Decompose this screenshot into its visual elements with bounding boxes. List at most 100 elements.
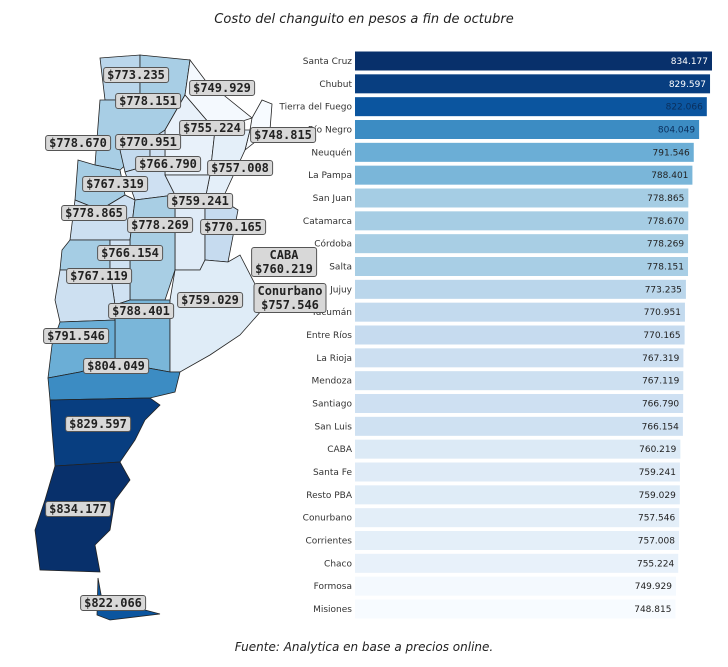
- map-label: $757.008: [207, 160, 273, 176]
- category-label: Misiones: [313, 605, 352, 615]
- map-label: $804.049: [83, 358, 149, 374]
- value-label: 770.951: [644, 308, 681, 318]
- category-label: Tierra del Fuego: [278, 103, 352, 113]
- value-label: 759.241: [639, 468, 676, 478]
- map-label: $755.224: [179, 120, 245, 136]
- category-label: Salta: [329, 263, 352, 273]
- bar-9: [355, 257, 689, 276]
- category-label: Conurbano: [303, 514, 353, 524]
- map-label: $791.546: [43, 328, 109, 344]
- bar-10: [355, 279, 686, 299]
- bar-6: [355, 188, 689, 208]
- map-label: $834.177: [45, 501, 111, 517]
- value-label: 791.546: [653, 148, 690, 158]
- bar-19: [355, 485, 680, 505]
- source-note: Fuente: Analytica en base a precios onli…: [234, 640, 494, 654]
- value-label: 788.401: [651, 171, 688, 181]
- value-label: 767.319: [642, 354, 679, 364]
- bar-1: [355, 74, 711, 94]
- province-chubut: [49, 397, 161, 467]
- value-label: 749.929: [635, 582, 672, 592]
- map-label: Conurbano $757.546: [253, 283, 327, 313]
- category-label: Entre Ríos: [306, 331, 352, 341]
- bar-12: [355, 325, 685, 345]
- bar-20: [355, 508, 680, 528]
- province-santa-cruz: [34, 461, 131, 573]
- bar-21: [355, 531, 679, 550]
- map-label: $829.597: [65, 416, 131, 432]
- value-label: 822.066: [666, 103, 703, 113]
- value-label: 778.269: [647, 240, 684, 250]
- map-label: $770.165: [200, 219, 266, 235]
- bar-13: [355, 348, 684, 368]
- map-label: $767.319: [82, 176, 148, 192]
- bar-14: [355, 371, 684, 391]
- bar-11: [355, 302, 685, 322]
- bar-8: [355, 234, 689, 254]
- value-label: 778.865: [647, 194, 684, 204]
- value-label: 755.224: [637, 559, 674, 569]
- value-label: 770.165: [643, 331, 680, 341]
- map-label: $759.029: [177, 292, 243, 308]
- category-label: San Juan: [313, 194, 352, 204]
- bar-17: [355, 439, 681, 459]
- map-label: $759.241: [167, 193, 233, 209]
- category-label: Mendoza: [312, 377, 352, 387]
- category-label: Corrientes: [305, 537, 352, 547]
- value-label: 778.670: [647, 217, 684, 227]
- category-label: Chaco: [324, 559, 352, 569]
- bar-chart: Santa Cruz 834.177 Chubut 829.597 Tierra del…: [278, 51, 712, 619]
- category-label: San Luis: [314, 422, 352, 432]
- bar-24: [355, 599, 676, 619]
- value-label: 748.815: [634, 605, 671, 615]
- map-label: $822.066: [80, 595, 146, 611]
- bar-16: [355, 416, 683, 436]
- value-label: 773.235: [645, 285, 682, 295]
- value-label: 834.177: [671, 57, 708, 67]
- bar-23: [355, 576, 676, 596]
- category-label: Resto PBA: [306, 491, 353, 501]
- category-label: Chubut: [319, 80, 352, 90]
- category-label: Santa Cruz: [303, 57, 353, 67]
- bar-3: [355, 120, 700, 139]
- value-label: 766.790: [642, 400, 679, 410]
- map-label: $766.790: [135, 156, 201, 172]
- value-label: 778.151: [647, 263, 684, 273]
- map-label: $778.865: [61, 205, 127, 221]
- bar-4: [355, 142, 694, 162]
- map-label: $749.929: [189, 80, 255, 96]
- value-label: 759.029: [639, 491, 676, 501]
- category-label: Córdoba: [314, 239, 352, 250]
- category-label: Santiago: [312, 400, 352, 410]
- map-label: $778.151: [115, 93, 181, 109]
- category-label: La Pampa: [308, 171, 352, 181]
- map-label: $788.401: [108, 303, 174, 319]
- bar-5: [355, 165, 693, 185]
- value-label: 804.049: [658, 126, 695, 136]
- map-label: $773.235: [103, 67, 169, 83]
- value-label: 760.219: [639, 445, 676, 455]
- bar-22: [355, 553, 679, 573]
- map-label: $770.951: [115, 134, 181, 150]
- map-label: $767.119: [66, 268, 132, 284]
- category-label: Santa Fe: [313, 468, 353, 478]
- bar-7: [355, 211, 689, 231]
- category-label: Catamarca: [303, 217, 352, 227]
- bar-2: [355, 97, 707, 117]
- bar-0: [355, 51, 712, 71]
- map-label: $766.154: [97, 245, 163, 261]
- category-label: Formosa: [314, 582, 352, 592]
- value-label: 757.546: [638, 514, 675, 524]
- map-label: CABA $760.219: [251, 247, 317, 277]
- category-label: Neuquén: [311, 147, 352, 158]
- map-label: $748.815: [250, 127, 316, 143]
- category-label: La Rioja: [316, 354, 352, 364]
- map-label: $778.269: [127, 217, 193, 233]
- bar-15: [355, 394, 684, 413]
- category-label: CABA: [327, 445, 353, 455]
- value-label: 766.154: [642, 422, 679, 432]
- bar-18: [355, 462, 680, 482]
- value-label: 757.008: [638, 537, 675, 547]
- category-label: Tucumán: [311, 308, 352, 318]
- value-label: 829.597: [669, 80, 706, 90]
